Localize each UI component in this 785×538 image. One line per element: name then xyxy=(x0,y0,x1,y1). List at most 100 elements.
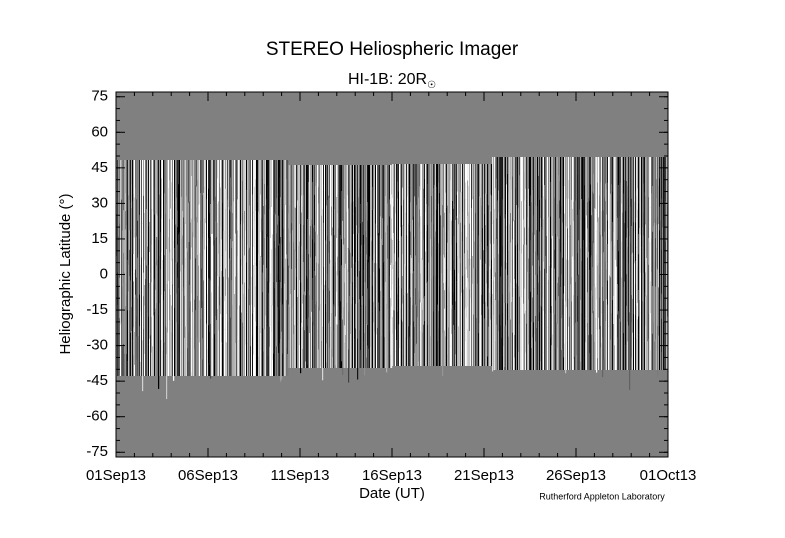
texture-strip xyxy=(398,231,400,258)
texture-strip xyxy=(116,256,118,306)
texture-strip xyxy=(264,238,266,289)
texture-strip xyxy=(493,243,495,281)
texture-strip xyxy=(181,238,183,376)
texture-strip xyxy=(652,157,654,186)
texture-strip xyxy=(483,164,485,194)
texture-strip xyxy=(630,207,632,243)
texture-strip xyxy=(549,157,551,231)
texture-strip xyxy=(622,316,624,370)
texture-strip xyxy=(607,304,609,370)
texture-strip xyxy=(124,272,126,354)
texture-strip xyxy=(643,235,645,273)
texture-strip xyxy=(367,324,369,346)
texture-strip xyxy=(426,249,428,284)
texture-strip xyxy=(207,294,209,350)
texture-strip xyxy=(497,325,499,370)
texture-strip xyxy=(405,266,407,294)
texture-strip xyxy=(345,335,347,368)
texture-strip xyxy=(490,269,492,297)
texture-strip xyxy=(183,160,185,218)
texture-strip xyxy=(170,160,172,209)
texture-strip xyxy=(509,292,511,370)
texture-strip xyxy=(518,351,520,370)
texture-strip xyxy=(298,294,300,368)
texture-strip xyxy=(558,338,560,370)
texture-strip xyxy=(202,359,204,376)
texture-strip xyxy=(414,352,416,366)
texture-strip xyxy=(151,209,153,245)
texture-strip xyxy=(200,220,202,253)
texture-strip xyxy=(561,206,563,230)
texture-strip xyxy=(237,199,239,231)
texture-strip xyxy=(260,349,262,376)
texture-strip xyxy=(605,282,607,322)
texture-strip xyxy=(354,277,356,340)
texture-strip xyxy=(335,262,337,317)
texture-strip xyxy=(325,165,327,191)
texture-strip xyxy=(280,160,282,198)
texture-strip xyxy=(437,164,439,205)
texture-strip xyxy=(538,260,540,283)
texture-strip xyxy=(128,291,130,376)
texture-strip xyxy=(617,217,619,240)
texture-strip xyxy=(165,289,167,326)
texture-strip xyxy=(334,208,336,236)
texture-strip xyxy=(221,255,223,272)
texture-strip xyxy=(259,213,261,262)
texture-strip xyxy=(485,302,487,366)
texture-strip xyxy=(245,297,247,345)
texture-strip xyxy=(151,317,153,353)
texture-strip xyxy=(416,205,418,247)
texture-strip xyxy=(607,220,609,245)
texture-strip xyxy=(367,202,369,221)
texture-strip xyxy=(662,185,664,228)
texture-strip xyxy=(279,343,281,376)
texture-strip xyxy=(239,235,241,306)
texture-strip xyxy=(148,316,150,345)
texture-strip xyxy=(172,284,174,320)
texture-strip xyxy=(134,364,136,376)
texture-strip xyxy=(265,235,267,279)
texture-strip xyxy=(619,216,621,319)
texture-strip xyxy=(448,327,450,366)
texture-strip xyxy=(182,211,184,236)
texture-strip xyxy=(470,205,472,260)
texture-strip xyxy=(290,233,292,294)
texture-strip xyxy=(547,217,549,284)
texture-strip xyxy=(541,157,543,199)
texture-strip xyxy=(215,271,217,316)
texture-strip xyxy=(615,307,617,370)
texture-strip xyxy=(654,157,656,223)
texture-strip xyxy=(388,297,390,368)
texture-strip xyxy=(233,351,235,376)
texture-strip xyxy=(425,251,427,366)
texture-strip xyxy=(338,305,340,368)
texture-strip xyxy=(227,321,229,376)
texture-strip xyxy=(291,223,293,270)
texture-strip xyxy=(412,305,414,353)
texture-strip xyxy=(126,295,128,355)
texture-strip xyxy=(410,164,412,203)
texture-strip xyxy=(471,164,473,209)
texture-strip xyxy=(626,157,628,182)
texture-strip xyxy=(219,160,221,184)
texture-strip xyxy=(277,224,279,275)
texture-strip xyxy=(580,157,582,220)
texture-strip xyxy=(323,244,325,267)
texture-strip xyxy=(129,275,131,311)
texture-strip xyxy=(542,229,544,298)
texture-strip xyxy=(443,227,445,255)
texture-strip xyxy=(133,355,135,376)
texture-strip xyxy=(453,208,455,236)
texture-strip xyxy=(365,282,367,306)
texture-strip xyxy=(299,241,301,281)
texture-strip xyxy=(542,185,544,230)
texture-strip xyxy=(131,183,133,209)
texture-strip xyxy=(435,199,437,232)
texture-strip xyxy=(558,157,560,176)
texture-strip xyxy=(141,257,143,317)
texture-strip xyxy=(149,222,151,252)
texture-strip xyxy=(570,284,572,370)
texture-strip xyxy=(652,286,654,334)
texture-strip xyxy=(234,160,236,199)
